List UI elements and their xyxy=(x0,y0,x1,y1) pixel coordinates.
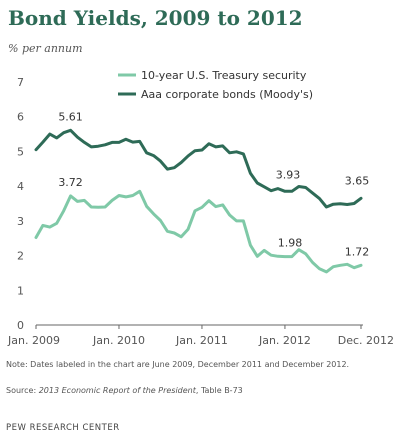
data-label: 3.72 xyxy=(58,176,83,189)
y-axis-unit-label: % per annum xyxy=(8,42,83,55)
source-suffix: , Table B-73 xyxy=(195,386,243,395)
chart-title: Bond Yields, 2009 to 2012 xyxy=(8,6,303,30)
y-tick-label: 6 xyxy=(17,111,24,124)
x-tick-label: Jan. 2011 xyxy=(175,334,228,347)
data-label: 3.93 xyxy=(276,169,301,182)
y-tick-label: 0 xyxy=(17,319,24,332)
x-tick-label: Dec. 2012 xyxy=(338,334,394,347)
legend-label: 10-year U.S. Treasury security xyxy=(141,69,307,82)
source-title: 2013 Economic Report of the President xyxy=(38,386,196,395)
y-tick-label: 1 xyxy=(17,284,24,297)
chart-source: Source: 2013 Economic Report of the Pres… xyxy=(6,386,404,395)
y-tick-label: 7 xyxy=(17,76,24,89)
organization-credit: PEW RESEARCH CENTER xyxy=(6,423,120,433)
data-label: 5.61 xyxy=(58,110,83,123)
series-line-treasury xyxy=(34,189,363,274)
chart-note: Note: Dates labeled in the chart are Jun… xyxy=(6,360,350,369)
data-label: 1.98 xyxy=(278,236,303,249)
y-tick-label: 5 xyxy=(17,145,24,158)
y-tick-label: 3 xyxy=(17,215,24,228)
x-tick-label: Jan. 2012 xyxy=(258,334,311,347)
y-tick-label: 4 xyxy=(17,180,24,193)
x-tick-label: Jan. 2009 xyxy=(7,334,60,347)
series-line-aaa-corporate xyxy=(34,128,363,209)
x-tick-label: Jan. 2010 xyxy=(92,334,145,347)
y-tick-label: 2 xyxy=(17,250,24,263)
legend-label: Aaa corporate bonds (Moody's) xyxy=(141,88,313,101)
data-label: 1.72 xyxy=(345,245,370,258)
source-prefix: Source: xyxy=(6,386,39,395)
data-label: 3.65 xyxy=(345,174,370,187)
